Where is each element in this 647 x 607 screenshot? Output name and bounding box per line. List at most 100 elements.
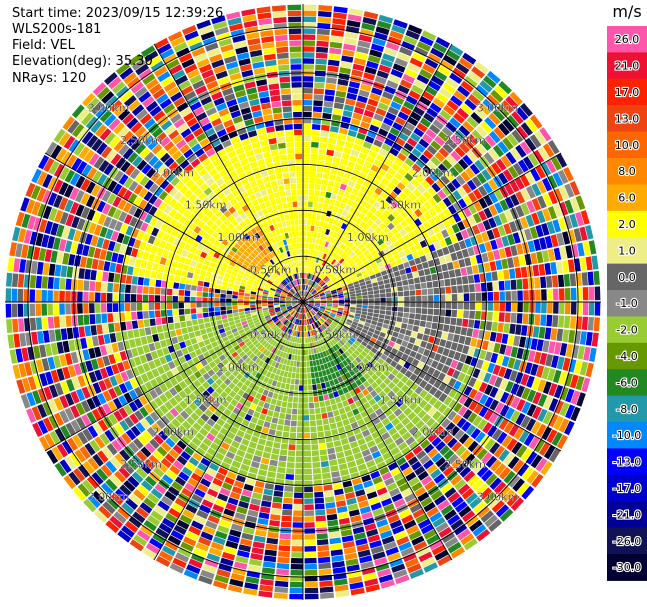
velocity-gate [188, 266, 196, 273]
velocity-gate [409, 313, 415, 319]
velocity-gate [318, 291, 325, 295]
velocity-gate [310, 366, 315, 373]
velocity-gate [539, 352, 548, 366]
velocity-gate [457, 528, 471, 541]
velocity-gate [450, 519, 464, 531]
velocity-gate [13, 333, 21, 348]
velocity-gate [507, 234, 516, 246]
velocity-gate [440, 504, 454, 516]
velocity-gate [259, 463, 269, 471]
velocity-gate [309, 330, 313, 337]
velocity-gate [320, 266, 326, 272]
velocity-gate [330, 347, 336, 353]
velocity-gate [354, 329, 361, 335]
velocity-gate [467, 440, 479, 453]
velocity-gate [304, 325, 307, 332]
velocity-gate [413, 127, 425, 138]
velocity-gate [433, 287, 440, 295]
velocity-gate [334, 488, 344, 496]
velocity-gate [503, 452, 515, 466]
velocity-gate [248, 359, 255, 367]
velocity-gate [357, 323, 364, 328]
velocity-gate [451, 285, 458, 294]
velocity-gate [307, 305, 313, 310]
velocity-gate [335, 247, 341, 254]
velocity-gate [352, 366, 359, 374]
velocity-gate [387, 381, 396, 390]
velocity-gate [266, 343, 272, 350]
velocity-gate [301, 337, 303, 344]
velocity-gate [335, 90, 347, 98]
velocity-gate [374, 456, 384, 465]
velocity-gate [319, 580, 333, 587]
velocity-gate [410, 265, 418, 272]
velocity-gate [354, 313, 361, 317]
velocity-gate [287, 328, 291, 335]
velocity-gate [327, 318, 333, 323]
velocity-gate [245, 515, 258, 523]
velocity-gate [313, 232, 318, 238]
velocity-gate [303, 129, 311, 136]
velocity-gate [331, 372, 337, 380]
velocity-gate [428, 197, 437, 207]
velocity-gate [385, 41, 400, 51]
velocity-gate [356, 347, 363, 354]
velocity-gate [7, 257, 15, 272]
velocity-gate [340, 413, 348, 421]
velocity-gate [320, 215, 326, 222]
velocity-gate [350, 149, 360, 157]
velocity-gate [310, 310, 315, 316]
velocity-gate [236, 449, 246, 458]
velocity-gate [373, 286, 379, 291]
velocity-gate [428, 335, 435, 344]
velocity-gate [466, 227, 475, 237]
velocity-gate [331, 292, 338, 296]
velocity-gate [544, 235, 553, 249]
velocity-gate [177, 547, 192, 558]
velocity-gate [395, 398, 404, 408]
velocity-gate [390, 336, 397, 343]
velocity-gate [587, 271, 594, 286]
velocity-gate [431, 436, 442, 447]
velocity-gate [342, 443, 351, 451]
velocity-gate [211, 382, 219, 391]
velocity-gate [430, 234, 439, 243]
velocity-gate [299, 307, 302, 313]
velocity-gate [388, 427, 398, 436]
velocity-gate [102, 501, 116, 515]
velocity-gate [452, 414, 462, 425]
velocity-gate [387, 514, 400, 524]
velocity-gate [254, 424, 263, 432]
velocity-gate [156, 272, 163, 280]
velocity-gate [318, 568, 332, 576]
velocity-gate [400, 219, 409, 228]
velocity-gate [475, 142, 487, 155]
velocity-gate [393, 270, 401, 277]
velocity-gate [552, 172, 564, 187]
velocity-gate [438, 403, 448, 414]
velocity-gate [279, 331, 284, 337]
velocity-gate [571, 344, 580, 359]
velocity-gate [180, 541, 194, 552]
velocity-gate [226, 306, 232, 310]
velocity-gate [550, 328, 558, 341]
velocity-gate [342, 49, 355, 57]
velocity-gate [377, 261, 384, 268]
velocity-gate [348, 235, 355, 242]
velocity-gate [469, 519, 483, 532]
velocity-gate [303, 171, 309, 177]
velocity-gate [495, 504, 510, 518]
velocity-gate [255, 342, 261, 348]
velocity-gate [497, 122, 510, 136]
velocity-gate [363, 72, 376, 81]
velocity-gate [390, 261, 397, 268]
velocity-gate [410, 132, 421, 143]
velocity-gate [344, 141, 354, 149]
velocity-gate [536, 339, 544, 352]
velocity-gate [265, 364, 271, 371]
velocity-gate [231, 486, 243, 495]
velocity-gate [312, 317, 316, 323]
velocity-gate [532, 149, 545, 164]
velocity-gate [124, 303, 131, 312]
velocity-gate [375, 26, 390, 36]
